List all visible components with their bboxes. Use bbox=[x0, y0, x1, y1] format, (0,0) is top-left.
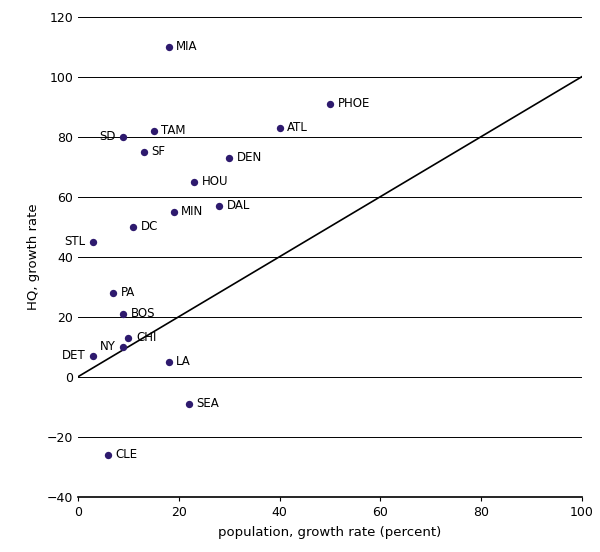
Text: CHI: CHI bbox=[136, 331, 157, 344]
X-axis label: population, growth rate (percent): population, growth rate (percent) bbox=[218, 526, 442, 539]
Text: ATL: ATL bbox=[287, 121, 308, 134]
Text: DET: DET bbox=[62, 349, 86, 362]
Text: DC: DC bbox=[141, 220, 158, 233]
Text: TAM: TAM bbox=[161, 124, 185, 137]
Text: DEN: DEN bbox=[237, 151, 262, 164]
Point bbox=[124, 333, 133, 342]
Text: CLE: CLE bbox=[116, 448, 138, 461]
Point bbox=[139, 147, 148, 156]
Text: PA: PA bbox=[121, 286, 135, 299]
Point bbox=[88, 237, 98, 246]
Point bbox=[275, 123, 284, 132]
Y-axis label: HQ, growth rate: HQ, growth rate bbox=[27, 203, 40, 310]
Point bbox=[119, 132, 128, 141]
Point bbox=[119, 342, 128, 351]
Point bbox=[149, 126, 158, 135]
Point bbox=[224, 153, 234, 162]
Point bbox=[325, 99, 335, 108]
Text: BOS: BOS bbox=[131, 307, 155, 320]
Text: LA: LA bbox=[176, 355, 191, 368]
Point bbox=[128, 222, 138, 231]
Point bbox=[103, 450, 113, 459]
Text: MIN: MIN bbox=[181, 205, 203, 218]
Point bbox=[184, 399, 194, 408]
Text: SF: SF bbox=[151, 145, 165, 158]
Text: MIA: MIA bbox=[176, 40, 198, 53]
Text: STL: STL bbox=[64, 235, 86, 248]
Text: PHOE: PHOE bbox=[338, 97, 370, 110]
Text: HOU: HOU bbox=[202, 175, 228, 188]
Point bbox=[169, 207, 179, 216]
Point bbox=[109, 288, 118, 297]
Text: DAL: DAL bbox=[227, 199, 250, 212]
Point bbox=[88, 351, 98, 360]
Point bbox=[164, 42, 173, 51]
Point bbox=[214, 201, 224, 210]
Text: SEA: SEA bbox=[196, 397, 219, 410]
Text: SD: SD bbox=[100, 130, 116, 143]
Point bbox=[164, 357, 173, 366]
Text: NY: NY bbox=[100, 340, 116, 353]
Point bbox=[189, 177, 199, 186]
Point bbox=[119, 309, 128, 318]
